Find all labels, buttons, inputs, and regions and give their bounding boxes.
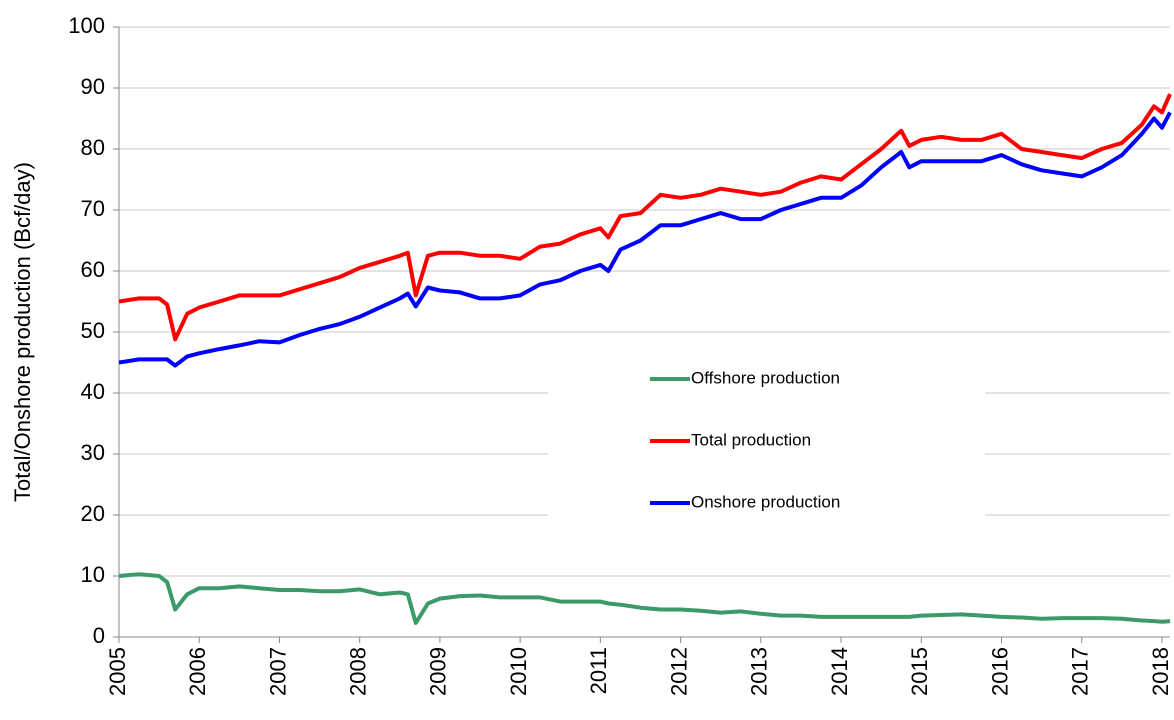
legend-label: Total production (691, 430, 811, 449)
x-tick-label: 2018 (1148, 647, 1173, 696)
y-tick-label: 40 (81, 379, 105, 404)
x-tick-label: 2013 (747, 647, 772, 696)
y-tick-label: 50 (81, 318, 105, 343)
y-tick-label: 70 (81, 196, 105, 221)
x-tick-label: 2005 (105, 647, 130, 696)
x-tick-label: 2014 (827, 647, 852, 696)
y-tick-label: 10 (81, 562, 105, 587)
series-line (118, 572, 1171, 625)
x-tick-label: 2008 (345, 647, 370, 696)
y-tick-label: 60 (81, 257, 105, 282)
y-axis-label: Total/Onshore production (Bcf/day) (10, 162, 35, 502)
x-tick-label: 2007 (265, 647, 290, 696)
legend-label: Onshore production (691, 492, 840, 511)
y-tick-label: 0 (93, 623, 105, 648)
y-tick-label: 100 (68, 13, 105, 38)
x-tick-label: 2011 (586, 647, 611, 694)
x-tick-label: 2015 (907, 647, 932, 696)
y-tick-label: 30 (81, 440, 105, 465)
y-tick-label: 90 (81, 74, 105, 99)
x-tick-label: 2012 (666, 647, 691, 696)
x-tick-label: 2009 (426, 647, 451, 696)
x-tick-label: 2016 (987, 647, 1012, 696)
series-line (118, 111, 1172, 368)
y-tick-label: 80 (81, 135, 105, 160)
y-tick-label: 20 (81, 501, 105, 526)
legend-label: Offshore production (691, 368, 840, 387)
legend-box (548, 345, 985, 540)
x-tick-label: 2006 (185, 647, 210, 696)
series-line (118, 93, 1172, 342)
x-tick-label: 2017 (1068, 647, 1093, 696)
x-tick-label: 2010 (506, 647, 531, 696)
